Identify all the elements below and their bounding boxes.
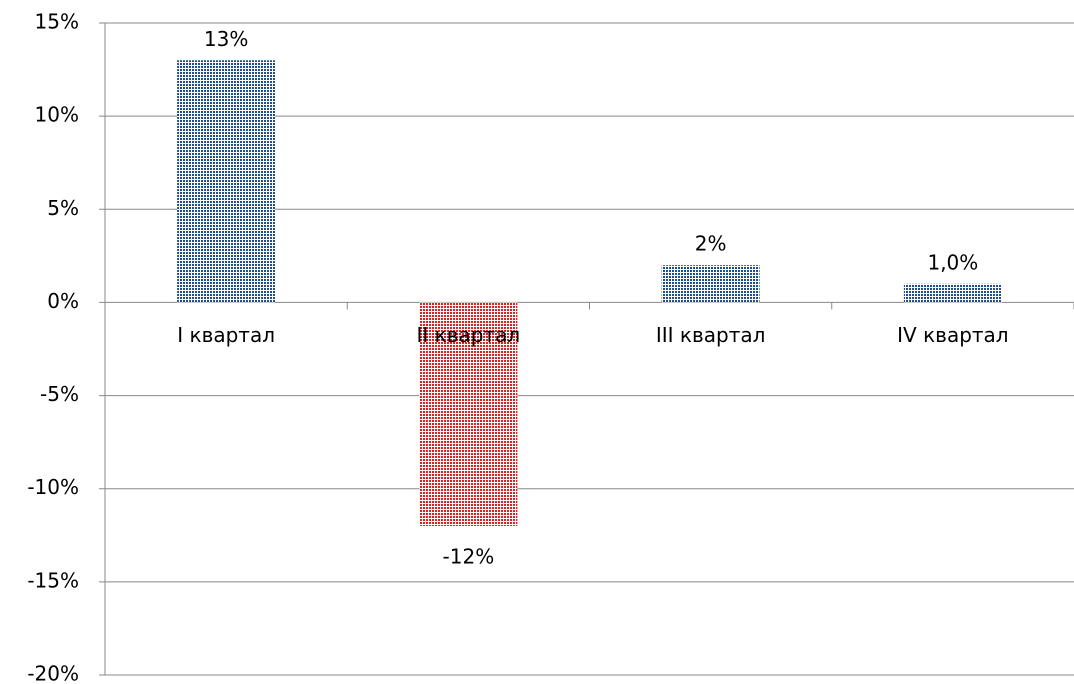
- y-tick-label: 10%: [35, 103, 79, 127]
- data-label: 13%: [204, 27, 248, 51]
- y-tick-label: 15%: [35, 10, 79, 34]
- data-label: 2%: [695, 232, 727, 256]
- bar: [903, 283, 1002, 303]
- bar: [177, 60, 276, 303]
- bar: [419, 302, 518, 526]
- x-tick-label: IV квартал: [897, 323, 1008, 347]
- y-tick-label: 0%: [47, 289, 79, 313]
- x-tick-label: III квартал: [656, 323, 766, 347]
- y-tick-label: -20%: [27, 662, 79, 684]
- data-label: 1,0%: [927, 250, 978, 274]
- y-tick-label: -10%: [27, 475, 79, 499]
- data-label: -12%: [443, 544, 495, 568]
- x-tick-label: I квартал: [177, 323, 275, 347]
- bar: [661, 265, 760, 303]
- x-tick-label: II квартал: [417, 323, 521, 347]
- y-tick-label: 5%: [47, 196, 79, 220]
- y-tick-label: -5%: [40, 382, 79, 406]
- y-tick-label: -15%: [27, 568, 79, 592]
